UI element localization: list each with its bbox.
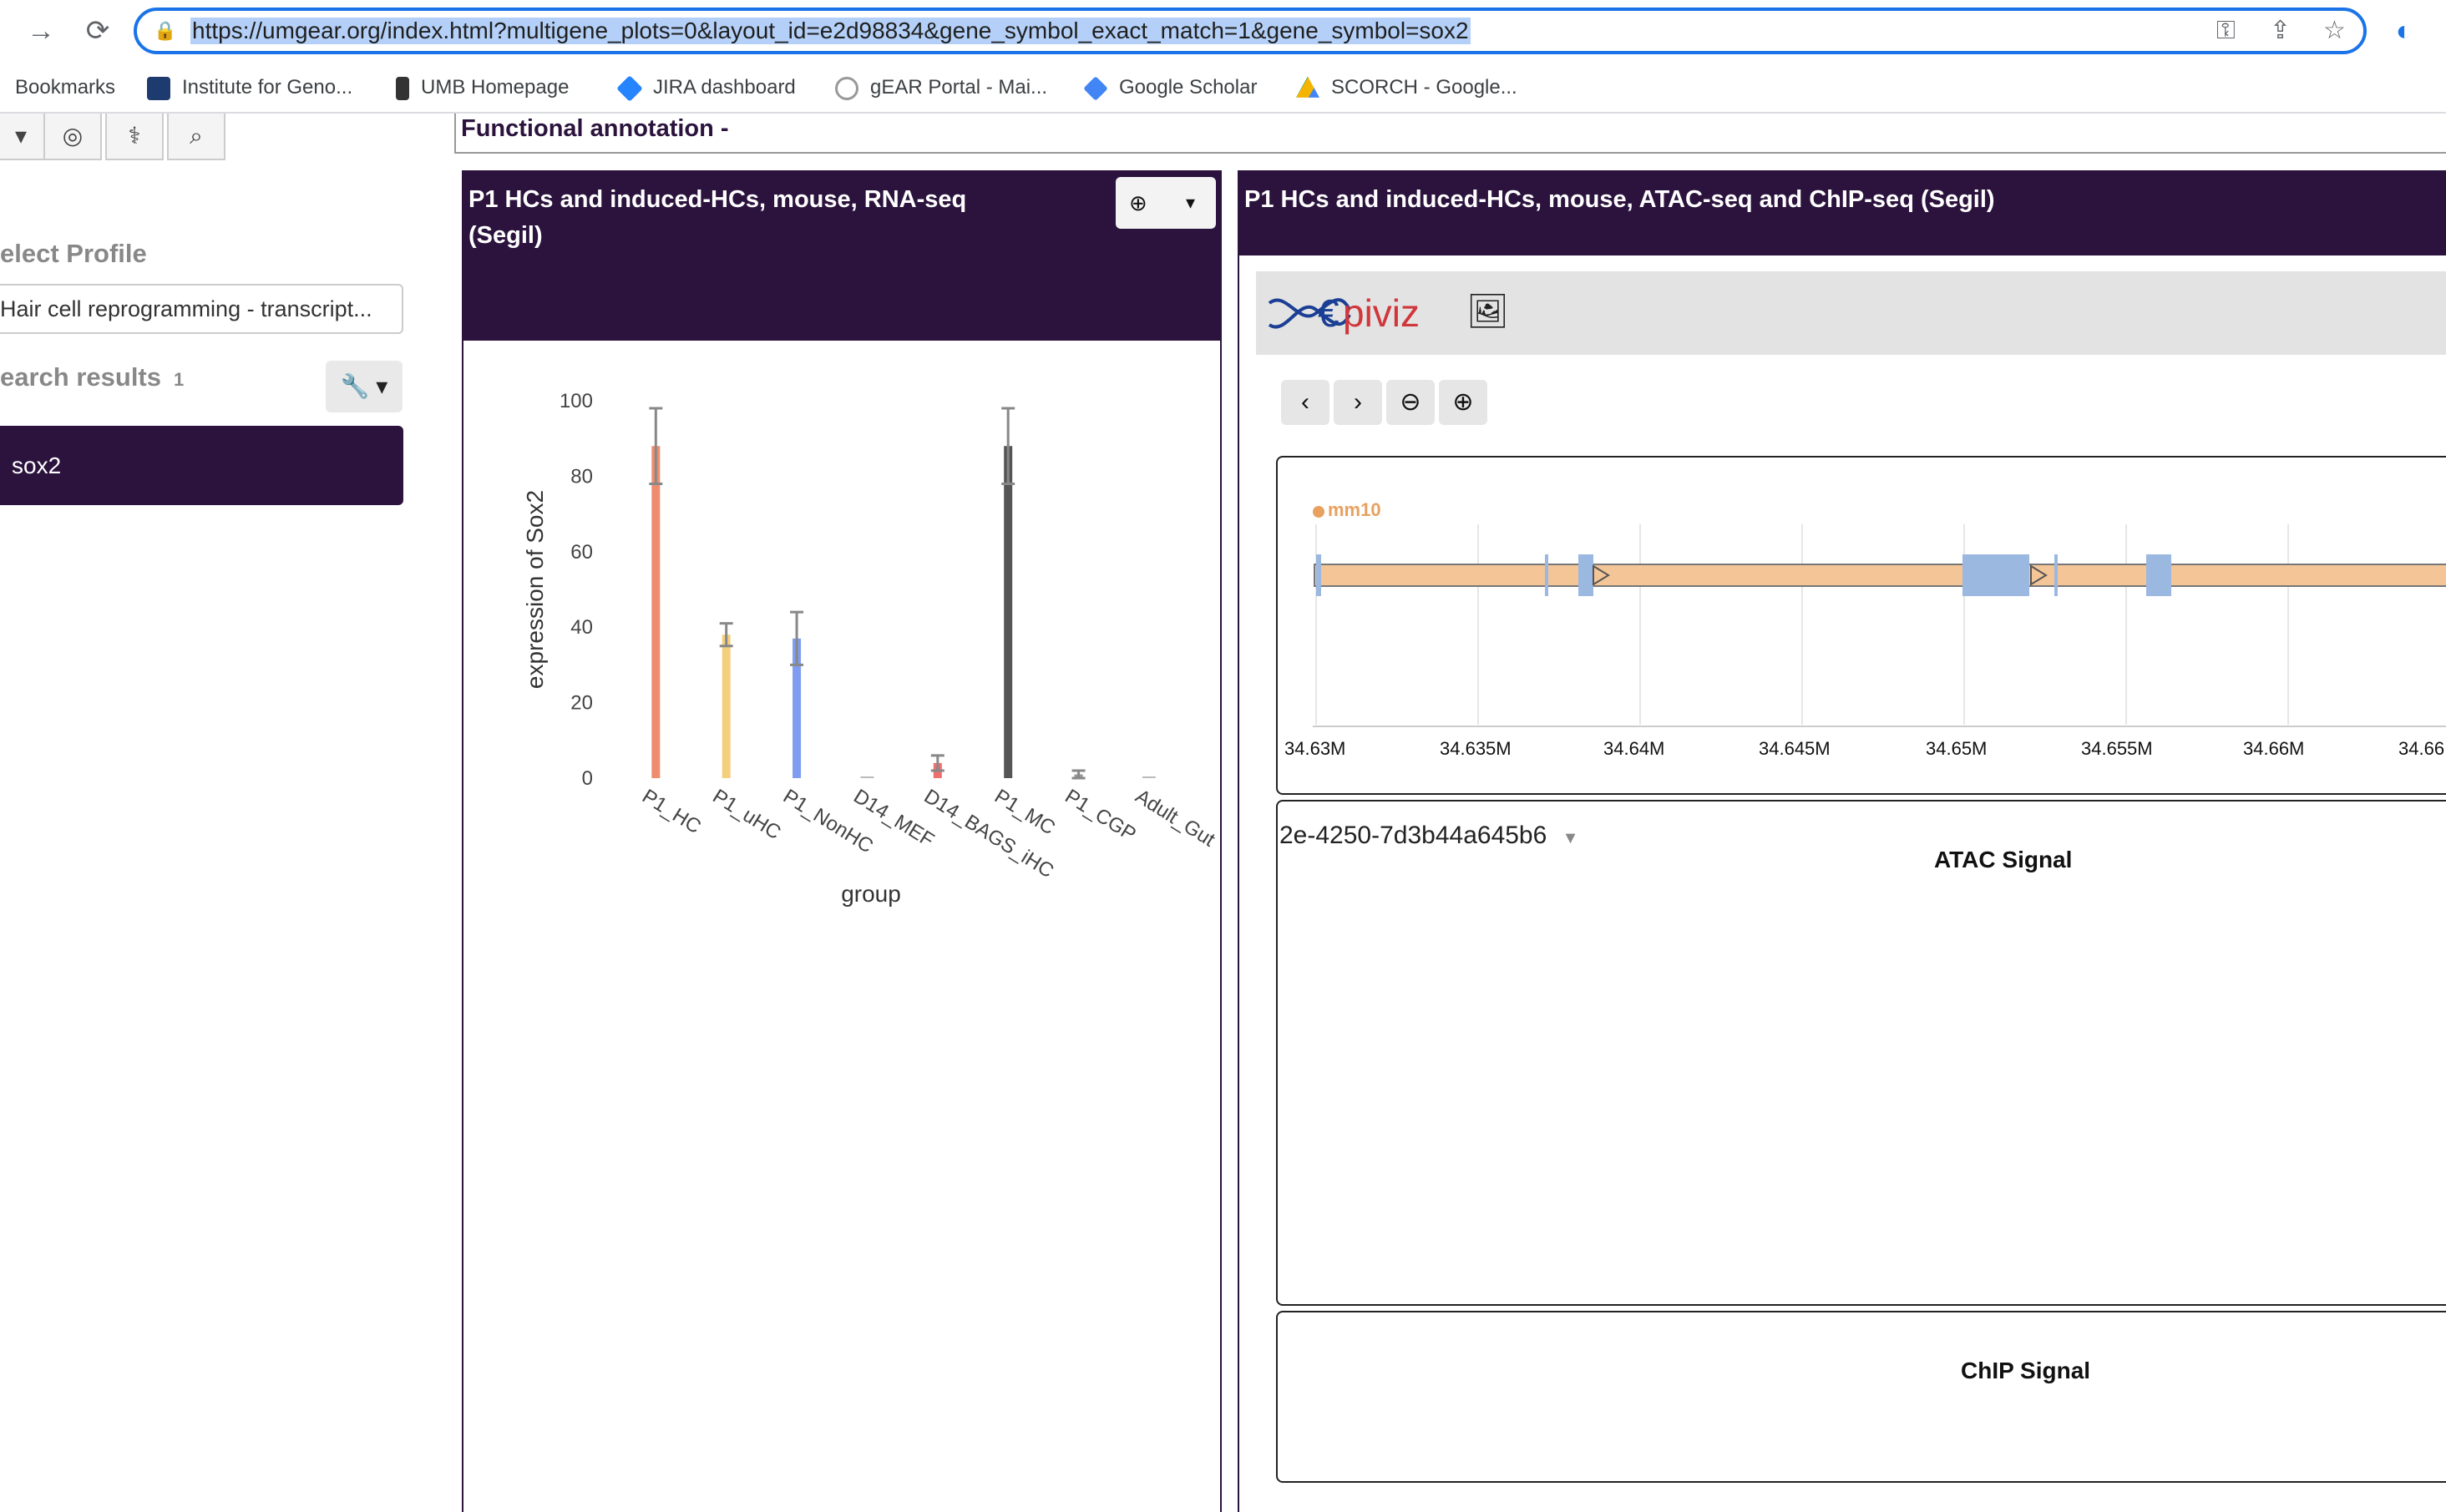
zoom-dropdown-button[interactable]: ⊕ ▾ [1116, 177, 1216, 229]
bookmark-institute[interactable]: Institute for Geno... [147, 62, 352, 114]
track-id-select[interactable]: 2e-4250-7d3b44a645b6 ▼ [1279, 822, 1578, 850]
x-axis-title: group [841, 881, 901, 907]
panel-title-line1: P1 HCs and induced-HCs, mouse, RNA-seq [468, 186, 967, 213]
bar [722, 635, 731, 778]
zoom-in-icon[interactable]: ⊕ [1439, 380, 1487, 425]
axis-tick-label: 34.66M [2243, 738, 2305, 759]
chevron-left-icon[interactable]: ‹ [1281, 380, 1329, 425]
search-results-count: 1 [174, 369, 185, 390]
wrench-icon: 🔧 [340, 373, 370, 399]
x-tick-label: D14_BAGS_iHC [920, 785, 1058, 882]
drive-icon [1296, 76, 1319, 98]
axis-tick-label: 34.63M [1284, 738, 1346, 759]
axis-tick-label: 34.66 [2398, 738, 2445, 759]
y-axis-title: expression of Sox2 [522, 490, 548, 689]
chip-signal-title: ChIP Signal [1961, 1358, 2091, 1383]
jira-icon [616, 74, 643, 102]
reload-icon[interactable]: ⟳ [85, 15, 110, 47]
lock-icon[interactable]: 🔒 [154, 20, 177, 41]
y-tick-label: 20 [570, 692, 593, 715]
y-tick-label: 0 [582, 767, 593, 790]
functional-annotation-header: Functional annotation - [454, 114, 2446, 154]
gene-track-svg [1313, 524, 2446, 727]
rna-seq-panel-header: P1 HCs and induced-HCs, mouse, RNA-seq (… [463, 172, 1220, 341]
atac-panel-header: P1 HCs and induced-HCs, mouse, ATAC-seq … [1239, 172, 2446, 255]
track-id-text: 2e-4250-7d3b44a645b6 [1279, 822, 1547, 849]
x-tick-label: Adult_Gut [1132, 785, 1215, 852]
shield-icon [396, 76, 409, 100]
atac-signal-title: ATAC Signal [1934, 847, 2073, 872]
forward-icon[interactable]: → [27, 15, 55, 47]
zoom-out-icon[interactable]: ⊖ [1386, 380, 1435, 425]
y-tick-label: 80 [570, 465, 593, 488]
building-icon [147, 76, 170, 100]
y-tick-label: 100 [560, 390, 593, 412]
genome-label: mm10 [1328, 499, 1381, 520]
axis-tick-label: 34.64M [1603, 738, 1665, 759]
panel-title-line2: (Segil) [468, 222, 543, 249]
bar [651, 446, 661, 778]
star-icon[interactable]: ☆ [2323, 17, 2346, 44]
wrench-dropdown-button[interactable]: 🔧 ▾ [326, 361, 403, 412]
share-icon[interactable]: ⇪ [2270, 17, 2292, 44]
bookmark-label: Institute for Geno... [182, 76, 353, 99]
gear-icon [835, 76, 858, 100]
x-tick-label: P1_CGP [1061, 785, 1140, 846]
caret-down-icon: ▼ [1562, 829, 1579, 847]
bookmark-scholar[interactable]: Google Scholar [1083, 62, 1258, 114]
epiviz-logo: € piviz [1266, 285, 1441, 340]
search-results-label: earch results [0, 362, 161, 392]
profile-icon[interactable]: ◐ [2395, 15, 2413, 47]
genome-dot [1313, 506, 1324, 518]
epiviz-toolbar: € piviz 🖼 [1256, 271, 2446, 355]
select-profile-label: elect Profile [0, 239, 147, 268]
epiviz-logo-text: piviz [1343, 291, 1420, 335]
y-tick-label: 60 [570, 541, 593, 564]
search-icon[interactable]: ⌕ [167, 114, 225, 160]
axis-tick-label: 34.65M [1926, 738, 1988, 759]
search-result-item[interactable]: sox2 [0, 426, 403, 505]
axis-tick-label: 34.655M [2081, 738, 2153, 759]
dna-icon[interactable]: ⚕ [105, 114, 164, 160]
bookmark-scorch[interactable]: SCORCH - Google... [1296, 62, 1517, 114]
bookmark-gear[interactable]: gEAR Portal - Mai... [835, 62, 1047, 114]
x-tick-label: P1_HC [638, 785, 705, 838]
bar [793, 638, 802, 778]
chevron-right-icon[interactable]: › [1334, 380, 1382, 425]
zoom-in-icon: ⊕ [1129, 190, 1147, 215]
profile-select[interactable]: Hair cell reprogramming - transcript... [0, 284, 403, 334]
axis-tick-label: 34.635M [1440, 738, 1512, 759]
bookmarks-bar: Bookmarks Institute for Geno... UMB Home… [0, 62, 2446, 114]
layout-dropdown-button[interactable]: ▾ [0, 114, 50, 160]
url-text[interactable]: https://umgear.org/index.html?multigene_… [190, 18, 1471, 44]
genome-track: mm10 [1276, 456, 2446, 795]
bookmark-jira[interactable]: JIRA dashboard [616, 62, 796, 114]
svg-text:€: € [1318, 291, 1339, 335]
browser-toolbar: → ⟳ 🔒 https://umgear.org/index.html?mult… [0, 0, 2446, 62]
x-tick-label: P1_uHC [709, 785, 785, 844]
axis-tick-label: 34.645M [1759, 738, 1831, 759]
scholar-icon [1083, 75, 1108, 101]
target-icon[interactable]: ◎ [43, 114, 102, 160]
rna-seq-panel: P1 HCs and induced-HCs, mouse, RNA-seq (… [462, 170, 1222, 1512]
atac-signal-track: 2e-4250-7d3b44a645b6 ▼ ATAC Signal [1276, 800, 2446, 1306]
bookmark-label: Google Scholar [1119, 76, 1258, 99]
bookmark-label: JIRA dashboard [653, 76, 796, 99]
bookmark-umb[interactable]: UMB Homepage [396, 62, 569, 114]
bookmarks-label[interactable]: Bookmarks [15, 76, 116, 99]
bookmark-label: SCORCH - Google... [1331, 76, 1517, 99]
chevron-down-icon: ▾ [1186, 192, 1196, 213]
bookmark-label: gEAR Portal - Mai... [870, 76, 1048, 99]
bookmark-label: UMB Homepage [421, 76, 570, 99]
address-bar[interactable]: 🔒 https://umgear.org/index.html?multigen… [134, 8, 2367, 54]
bar [1004, 446, 1013, 778]
gene-body[interactable] [1314, 564, 2446, 587]
key-icon[interactable]: ⚿ [2216, 17, 2236, 44]
chip-signal-track: ChIP Signal [1276, 1311, 2446, 1483]
bar-chart: 0 20 40 60 80 100 expression of Sox2 P1_HC P1_uH… [522, 390, 1215, 907]
image-export-icon[interactable]: 🖼 [1466, 293, 1509, 330]
y-tick-label: 40 [570, 616, 593, 639]
